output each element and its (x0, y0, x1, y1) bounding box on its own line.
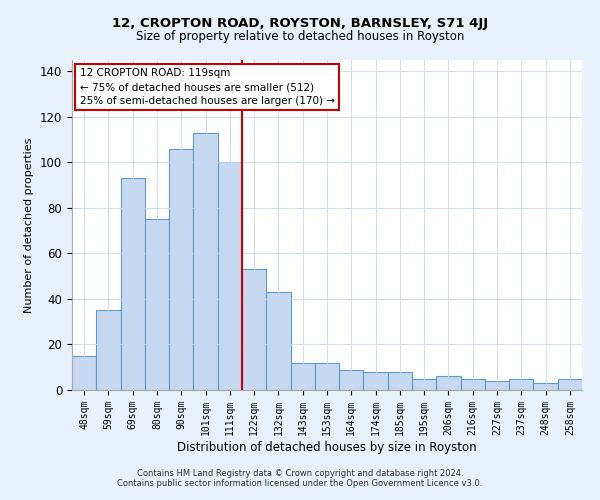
Bar (72, 356, 96, 390)
Bar (121, 178, 145, 390)
Y-axis label: Number of detached properties: Number of detached properties (25, 138, 34, 312)
Text: 12 CROPTON ROAD: 119sqm
← 75% of detached houses are smaller (512)
25% of semi-d: 12 CROPTON ROAD: 119sqm ← 75% of detache… (80, 68, 335, 106)
Bar (461, 378, 485, 390)
Bar (242, 270, 266, 390)
Text: Size of property relative to detached houses in Royston: Size of property relative to detached ho… (136, 30, 464, 43)
Bar (509, 378, 533, 390)
X-axis label: Distribution of detached houses by size in Royston: Distribution of detached houses by size … (177, 440, 477, 454)
Bar (485, 381, 509, 390)
Bar (290, 362, 315, 390)
Text: Contains public sector information licensed under the Open Government Licence v3: Contains public sector information licen… (118, 478, 482, 488)
Bar (558, 378, 582, 390)
Bar (388, 372, 412, 390)
Bar (169, 149, 193, 390)
Bar (96, 310, 121, 390)
Bar (266, 292, 290, 390)
Bar (339, 370, 364, 390)
Bar (533, 383, 558, 390)
Bar (218, 162, 242, 390)
Text: Contains HM Land Registry data © Crown copyright and database right 2024.: Contains HM Land Registry data © Crown c… (137, 468, 463, 477)
Bar (315, 362, 339, 390)
Bar (145, 220, 169, 390)
Bar (412, 378, 436, 390)
Bar (364, 372, 388, 390)
Text: 12, CROPTON ROAD, ROYSTON, BARNSLEY, S71 4JJ: 12, CROPTON ROAD, ROYSTON, BARNSLEY, S71… (112, 18, 488, 30)
Bar (193, 133, 218, 390)
Bar (436, 376, 461, 390)
